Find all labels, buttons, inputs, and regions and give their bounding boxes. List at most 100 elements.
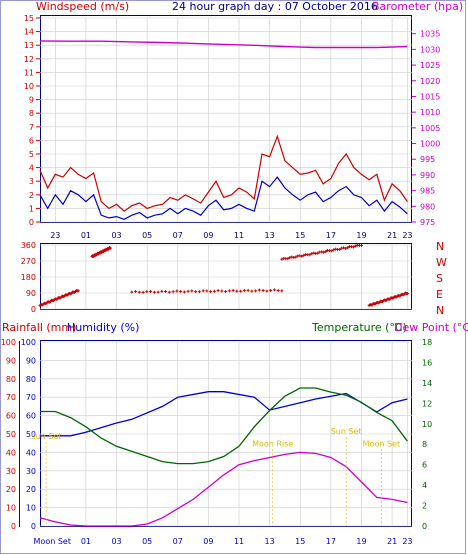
temp-x-tick-label: 05 [142,537,152,546]
baro-y-tick-label: 1015 [420,92,440,101]
temperature-y-tick-label: 0 [422,522,427,531]
direction-y-tick-label: 90 [26,289,36,298]
wind-plot-frame [40,15,412,223]
wind-y-tick-label: 3 [29,177,34,186]
rain-y-tick-label: 90 [6,356,16,365]
temperature-y-tick-label: 12 [422,399,432,408]
temperature-y-tick-label: 16 [422,358,432,367]
temp-gridlines [40,341,412,527]
compass-label: N [436,240,444,253]
wind-x-tick-label: 19 [356,231,366,240]
temperature-y-tick-label: 6 [422,461,427,470]
compass-label: S [436,272,443,285]
direction-y-tick-label: 0 [31,305,36,314]
baro-y-tick-label: 1000 [420,140,440,149]
humidity-y-tick-label: 40 [26,448,36,457]
wind-y-tick-label: 13 [24,41,34,50]
humidity-y-tick-label: 90 [26,356,36,365]
wind-x-ticks: 23 01 03 05 07 09 11 13 15 17 19 21 23 [50,231,412,240]
temperature-y-tick-label: 4 [422,481,427,490]
compass-label: N [436,304,444,317]
wind-x-tick-label: 15 [295,231,305,240]
wind-x-tick-label: 09 [203,231,213,240]
temperature-y-tick-label: 2 [422,502,427,511]
wind-x-tick-label: 21 [387,231,397,240]
gust-line [39,134,408,212]
wind-y-tick-label: 10 [24,82,34,91]
humidity-y-tick-label: 10 [26,504,36,513]
humidity-y-tick-label: 30 [26,467,36,476]
temp-x-tick-label: 23 [402,537,412,546]
wind-x-tick-label: 05 [142,231,152,240]
direction-y-ticks: 360 270 180 90 0 [21,241,36,314]
direction-plot-frame [40,243,412,310]
annotation-label: Moon Set [363,439,400,448]
baro-y-tick-label: 1025 [420,61,440,70]
graph-title: 24 hour graph day : 07 October 2016 [172,0,378,13]
baro-y-tick-label: 1030 [420,45,440,54]
temp-x-tick-label: 11 [234,537,244,546]
wind-x-tick-label: 23 [402,231,412,240]
rain-y-tick-label: 50 [6,430,16,439]
compass-label: E [436,288,443,301]
direction-y-tick-label: 360 [21,241,36,250]
rain-y-tick-label: 30 [6,467,16,476]
wind-gridlines [40,17,412,223]
wind-x-tick-label: 07 [173,231,183,240]
wind-x-tick-label: 11 [234,231,244,240]
direction-series [38,243,409,307]
wind-axis-label: Windspeed (m/s) [36,0,129,13]
humidity-y-tick-label: 50 [26,430,36,439]
wind-x-tick-label: 23 [50,231,60,240]
wind-y-tick-label: 8 [29,109,34,118]
annotation-label: Sun Set [331,427,362,436]
humidity-axis-label: Humidity (%) [67,321,139,334]
temp-x-tick-label: Moon Set [34,537,71,546]
wind-y-tick-label: 4 [29,164,34,173]
annotation-label: Moon Rise [252,439,293,448]
direction-y-tick-label: 270 [21,257,36,266]
wind-y-tick-label: 9 [29,96,34,105]
baro-axis-label: Barometer (hpa) [372,0,463,13]
baro-y-tick-label: 1010 [420,108,440,117]
wind-x-tick-label: 01 [81,231,91,240]
rain-y-tick-label: 20 [6,485,16,494]
wind-series [39,40,408,220]
dewpoint-axis-label: Dew Point (°C) [394,321,468,334]
rain-y-tick-label: 70 [6,393,16,402]
rain-y-tick-label: 10 [6,504,16,513]
rain-y-tick-label: 0 [11,522,16,531]
temp-x-tick-label: 03 [111,537,121,546]
baro-y-tick-label: 990 [420,171,435,180]
wind-y-tick-label: 1 [29,204,34,213]
baro-y-tick-label: 975 [420,218,435,227]
annotation-label: Sun Set [31,432,62,441]
wind-y-tick-label: 7 [29,123,34,132]
wind-y-tick-label: 6 [29,136,34,145]
rain-y-tick-label: 60 [6,412,16,421]
humidity-y-tick-label: 0 [31,522,36,531]
temp-x-tick-label: 09 [203,537,213,546]
baro-y-tick-label: 1005 [420,124,440,133]
temperature-y-tick-label: 10 [422,420,432,429]
humidity-y-tick-label: 80 [26,375,36,384]
temp-x-tick-label: 19 [356,537,366,546]
temp-x-tick-label: 07 [173,537,183,546]
humidity-y-ticks: 0 0 10 10 20 20 30 30 40 40 50 50 60 60 70 70 80 80 90 90 10… [1,338,36,531]
baro-y-tick-label: 995 [420,155,435,164]
rain-y-tick-label: 100 [1,338,16,347]
temperature-y-tick-label: 8 [422,440,427,449]
temp-x-tick-label: 21 [387,537,397,546]
humidity-y-tick-label: 100 [21,338,36,347]
wind-baro-panel: Windspeed (m/s) 24 hour graph day : 07 O… [24,0,463,240]
baro-y-tick-label: 1020 [420,77,440,86]
temp-x-tick-label: 01 [81,537,91,546]
baro-y-ticks: 975 980 985 990 995 1000 1005 1010 1015 1020 1025 1… [412,30,440,227]
wind-y-tick-label: 11 [24,68,34,77]
